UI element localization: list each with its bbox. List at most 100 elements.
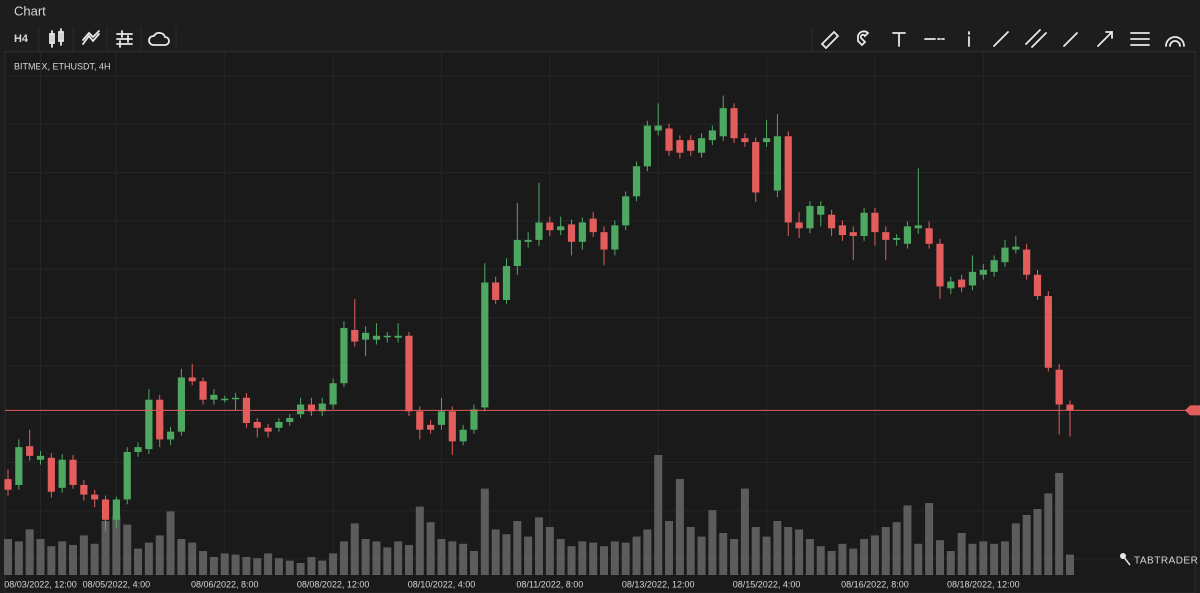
candle-body: [69, 459, 77, 485]
candle-body: [307, 404, 316, 412]
volume-bar: [935, 540, 944, 575]
volume-bar: [990, 543, 999, 575]
magnet-tool[interactable]: [857, 30, 870, 47]
candle-body: [166, 431, 175, 440]
candle-body: [188, 377, 196, 382]
volume-bar: [524, 536, 533, 575]
volume-bar: [805, 539, 814, 575]
candle-body: [492, 282, 500, 300]
candle-body: [210, 394, 218, 400]
candle-body: [448, 411, 456, 442]
trend-line-tool[interactable]: [993, 31, 1009, 47]
candle-body: [372, 335, 381, 340]
volume-bar: [556, 539, 565, 575]
volume-bar: [870, 535, 879, 575]
volume-bar: [101, 521, 110, 575]
volume-bar: [480, 488, 489, 575]
cloud-button[interactable]: [148, 31, 170, 46]
candle-body: [936, 243, 944, 287]
ruler-tool[interactable]: [820, 30, 840, 50]
candle-body: [578, 222, 586, 242]
candle-body: [1023, 249, 1031, 275]
volume-bar: [632, 536, 641, 575]
arc-tool[interactable]: [1165, 36, 1185, 47]
volume-bar: [1066, 554, 1074, 575]
candle-body: [91, 494, 99, 500]
candle-body: [1066, 404, 1074, 411]
volume-bar: [448, 541, 457, 575]
text-tool[interactable]: [892, 32, 906, 47]
candle-body: [470, 409, 478, 430]
fib-tool[interactable]: [1130, 32, 1150, 46]
indicators-button[interactable]: [82, 30, 100, 45]
volume-bar: [58, 541, 67, 575]
candle-body: [903, 226, 912, 244]
candle-body: [914, 225, 922, 229]
volume-bar: [946, 551, 955, 575]
x-tick-label: 08/05/2022, 4:00: [83, 579, 151, 589]
candle-body: [979, 269, 987, 275]
candle-body: [611, 225, 619, 250]
arrow-tool[interactable]: [1097, 31, 1113, 47]
settings-button[interactable]: [116, 30, 133, 48]
candle-body: [112, 499, 120, 520]
volume-bar: [654, 455, 663, 575]
candle-body: [58, 459, 66, 488]
x-tick-label: 08/15/2022, 4:00: [733, 579, 801, 589]
candle-body: [838, 225, 847, 236]
volume-bar: [795, 529, 804, 575]
candle-body: [622, 196, 630, 226]
volume-bar: [220, 553, 229, 575]
candle-body: [437, 411, 446, 425]
candle-body: [524, 239, 532, 242]
x-tick-label: 08/18/2022, 12:00: [947, 579, 1020, 589]
chart-subtitle: BITMEX, ETHUSDT, 4H: [14, 61, 111, 71]
volume-bar: [1044, 493, 1053, 575]
volume-bar: [849, 548, 858, 575]
candle-body: [145, 399, 153, 450]
candle-body: [567, 224, 576, 242]
candle-body: [1012, 246, 1020, 250]
candle-body: [600, 232, 608, 250]
candle-body: [546, 222, 554, 231]
candle-body: [459, 429, 467, 442]
candle-body: [762, 138, 771, 143]
volume-bar: [545, 527, 554, 575]
candle-body: [502, 266, 511, 300]
candle-type-button[interactable]: [49, 28, 64, 48]
candle-body: [708, 130, 716, 141]
interval-button[interactable]: H4: [6, 27, 36, 51]
candle-body: [643, 125, 651, 167]
volume-bar: [437, 539, 446, 575]
volume-bar: [264, 553, 273, 575]
volume-bar: [643, 529, 652, 575]
volume-bar: [199, 551, 208, 575]
volume-bar: [610, 541, 619, 575]
candle-body: [1033, 274, 1042, 297]
candle-body: [817, 205, 825, 215]
candle-body: [264, 427, 272, 432]
x-tick-label: 08/10/2022, 4:00: [408, 579, 476, 589]
volume-bar: [79, 535, 88, 575]
candle-body: [4, 479, 12, 490]
ray-tool[interactable]: [1063, 32, 1078, 47]
candle-body: [968, 271, 977, 286]
candle-body: [795, 222, 803, 229]
candle-body: [632, 166, 641, 197]
volume-bar: [69, 545, 78, 575]
volume-bar: [1011, 523, 1020, 575]
candle-body: [36, 455, 45, 460]
candle-body: [1055, 369, 1063, 405]
volume-bar: [600, 546, 609, 575]
volume-bar: [274, 558, 283, 575]
volume-bar: [4, 539, 12, 575]
candle-body: [340, 328, 348, 384]
volume-bar: [296, 563, 305, 575]
candle-body: [221, 398, 229, 401]
parallel-channel-tool[interactable]: [1025, 29, 1047, 48]
candle-body: [481, 282, 489, 408]
candle-body: [362, 332, 370, 340]
volume-bar: [751, 527, 760, 575]
volume-bar: [123, 524, 132, 575]
